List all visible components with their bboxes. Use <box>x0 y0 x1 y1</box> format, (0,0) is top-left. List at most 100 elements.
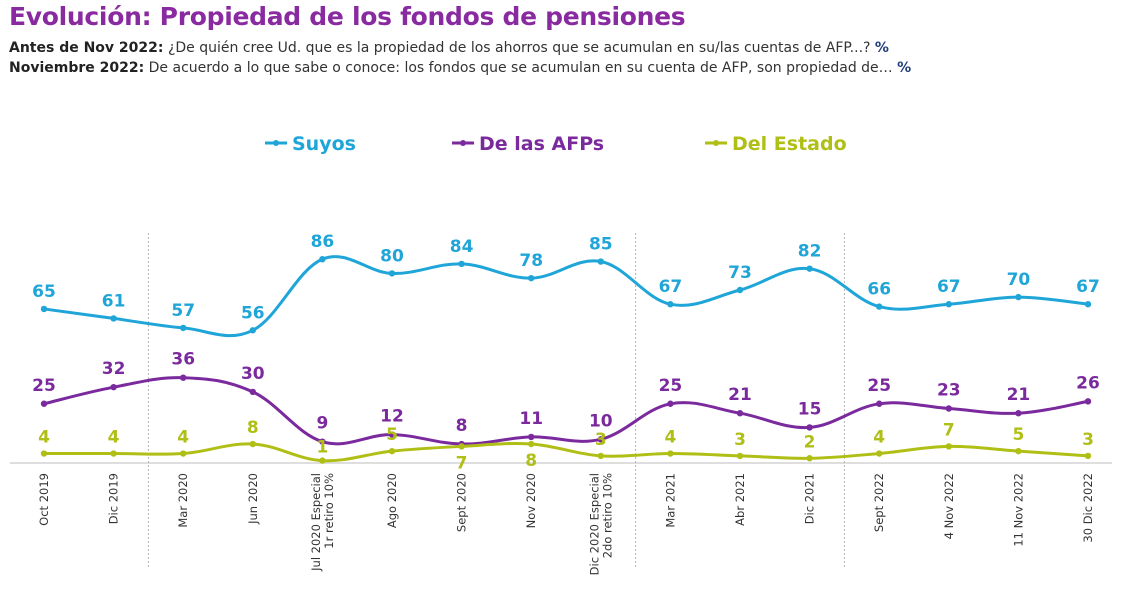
data-label-estado: 3 <box>1082 430 1094 450</box>
x-tick-label: Dic 2020 Especial <box>587 473 601 575</box>
data-point-estado <box>458 443 465 450</box>
subtitle-1-pct: % <box>874 40 889 56</box>
data-label-estado: 3 <box>734 430 746 450</box>
data-point-afps <box>1015 410 1022 417</box>
x-tick-label: 4 Nov 2022 <box>942 473 956 539</box>
data-point-estado <box>528 440 535 448</box>
data-point-afps <box>319 438 326 445</box>
x-tick-label-group: Oct 2019 <box>37 473 51 526</box>
data-point-afps <box>945 405 952 412</box>
legend-marker-suyos <box>273 140 279 146</box>
data-point-suyos <box>528 274 535 282</box>
data-point-estado <box>806 455 813 462</box>
subtitle-2-lead: Noviembre 2022: <box>9 60 145 76</box>
data-label-afps: 25 <box>659 376 683 396</box>
data-point-suyos <box>319 255 326 263</box>
data-label-afps: 11 <box>519 409 543 429</box>
x-tick-label-group: 30 Dic 2022 <box>1081 473 1095 543</box>
data-label-afps: 10 <box>589 411 613 431</box>
x-tick-label-group: Jun 2020 <box>246 473 260 525</box>
data-label-afps: 8 <box>456 416 468 436</box>
data-point-afps <box>110 383 117 391</box>
subtitle-2-pct: % <box>897 60 912 76</box>
data-label-suyos: 57 <box>171 301 195 321</box>
data-point-estado <box>319 457 326 464</box>
data-label-suyos: 61 <box>102 291 126 311</box>
data-point-estado <box>388 447 396 455</box>
x-tick-label-group: Sept 2020 <box>455 473 469 532</box>
x-tick-label: Mar 2021 <box>663 473 677 528</box>
data-point-suyos <box>945 301 952 308</box>
data-label-suyos: 56 <box>241 303 265 323</box>
data-point-estado <box>110 450 117 457</box>
data-label-afps: 26 <box>1076 373 1100 393</box>
data-label-afps: 25 <box>867 376 891 396</box>
subtitle-2-text: De acuerdo a lo que sabe o conoce: los f… <box>148 60 893 76</box>
data-label-suyos: 85 <box>589 235 613 255</box>
data-label-suyos: 70 <box>1007 270 1031 290</box>
x-tick-label-group: Sept 2022 <box>872 473 886 532</box>
series-line-suyos <box>42 255 1090 338</box>
data-label-estado: 8 <box>525 451 537 471</box>
x-tick-label-group: Mar 2020 <box>176 473 190 528</box>
data-label-suyos: 84 <box>450 237 474 257</box>
data-point-afps <box>597 436 604 443</box>
x-tick-label-group: Dic 2021 <box>803 473 817 524</box>
data-point-estado <box>667 450 674 457</box>
data-label-estado: 4 <box>664 428 676 448</box>
x-tick-label: Jun 2020 <box>246 473 260 525</box>
x-tick-label: 30 Dic 2022 <box>1081 473 1095 543</box>
data-point-estado <box>736 452 744 460</box>
data-label-suyos: 67 <box>1076 277 1100 297</box>
data-label-suyos: 66 <box>867 280 891 300</box>
series-line-afps <box>42 376 1090 446</box>
legend-marker-estado <box>713 140 719 146</box>
x-tick-label: 1r retiro 10% <box>322 473 336 549</box>
x-tick-label: Ago 2020 <box>385 473 399 528</box>
data-point-afps <box>388 431 396 438</box>
data-point-suyos <box>736 286 744 294</box>
data-point-estado <box>876 450 883 457</box>
data-label-suyos: 67 <box>659 277 683 297</box>
x-tick-label-group: Nov 2020 <box>524 473 538 528</box>
data-label-afps: 32 <box>102 359 126 379</box>
x-tick-label: Abr 2021 <box>733 473 747 526</box>
data-point-estado <box>945 443 952 450</box>
data-label-estado: 3 <box>595 430 607 450</box>
data-label-afps: 21 <box>728 385 752 405</box>
data-label-afps: 9 <box>316 414 328 434</box>
data-label-afps: 25 <box>32 376 56 396</box>
data-label-afps: 23 <box>937 380 961 400</box>
data-point-afps <box>876 400 883 407</box>
data-point-suyos <box>1084 301 1092 308</box>
data-label-afps: 21 <box>1007 385 1031 405</box>
x-tick-label: 11 Nov 2022 <box>1011 473 1025 547</box>
data-point-estado <box>180 450 187 457</box>
x-tick-label-group: Dic 2019 <box>107 473 121 524</box>
x-tick-label: Oct 2019 <box>37 473 51 526</box>
data-point-afps <box>806 424 813 431</box>
data-label-suyos: 86 <box>311 232 335 252</box>
x-tick-label: Jul 2020 Especial <box>309 473 323 572</box>
data-point-afps <box>249 388 256 396</box>
x-tick-label: Dic 2019 <box>107 473 121 524</box>
data-label-suyos: 67 <box>937 277 961 297</box>
data-label-estado: 5 <box>386 425 398 445</box>
data-label-estado: 4 <box>873 428 885 448</box>
data-point-estado <box>249 440 256 448</box>
x-tick-label: Nov 2020 <box>524 473 538 528</box>
data-label-afps: 15 <box>798 399 822 419</box>
data-label-afps: 36 <box>171 350 195 370</box>
data-point-suyos <box>597 258 604 265</box>
data-point-afps <box>1084 398 1092 405</box>
data-point-estado <box>597 452 604 460</box>
data-point-suyos <box>180 324 187 332</box>
data-point-estado <box>1015 447 1022 455</box>
x-tick-label-group: Abr 2021 <box>733 473 747 526</box>
data-label-estado: 8 <box>247 418 259 438</box>
data-label-estado: 4 <box>38 428 50 448</box>
x-tick-label-group: 11 Nov 2022 <box>1011 473 1025 547</box>
data-point-suyos <box>249 327 256 334</box>
data-label-estado: 2 <box>804 432 816 452</box>
data-label-estado: 5 <box>1012 425 1024 445</box>
